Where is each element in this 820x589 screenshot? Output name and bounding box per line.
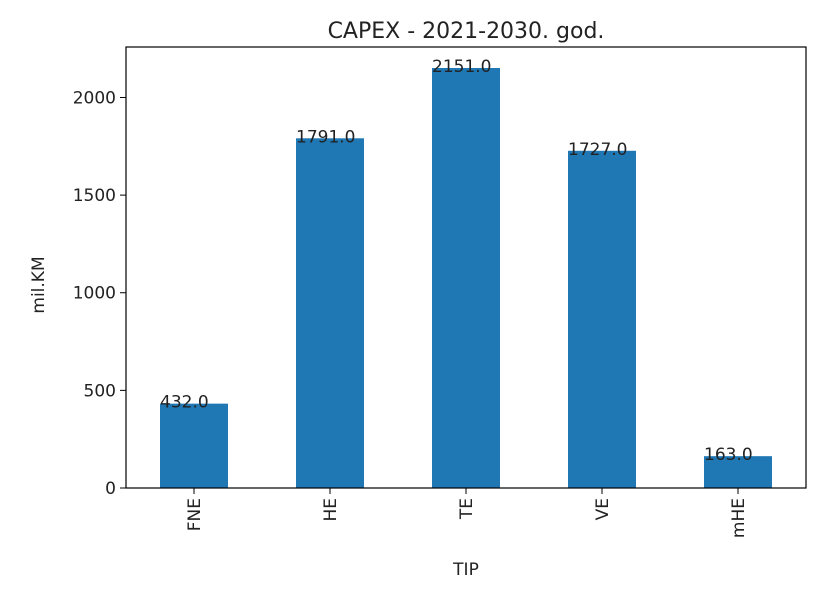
data-label: 1791.0 — [296, 127, 355, 147]
data-labels-group: 432.0 1791.0 2151.0 1727.0 163.0 — [160, 57, 753, 465]
y-axis-ticks: 0 500 1000 1500 2000 — [73, 88, 126, 499]
x-tick-label: TE — [457, 498, 477, 520]
data-label: 1727.0 — [568, 140, 627, 160]
data-label: 432.0 — [160, 393, 209, 413]
x-axis-ticks: FNE HE TE VE mHE — [185, 488, 749, 538]
y-tick-label: 2000 — [73, 88, 116, 108]
bar-fne — [160, 403, 228, 488]
chart-title: CAPEX - 2021-2030. god. — [328, 19, 605, 44]
x-axis-label: TIP — [452, 560, 479, 580]
y-axis-label: mil.KM — [29, 256, 49, 313]
x-tick-label: HE — [321, 498, 341, 522]
y-tick-label: 0 — [105, 479, 116, 499]
bar-ve — [568, 150, 636, 488]
x-tick-label: mHE — [729, 498, 749, 538]
bar-he — [296, 138, 364, 488]
data-label: 2151.0 — [432, 57, 491, 77]
x-tick-label: FNE — [185, 498, 205, 531]
bar-mhe — [704, 456, 772, 488]
x-tick-label: VE — [593, 498, 613, 520]
y-tick-label: 1500 — [73, 186, 116, 206]
y-tick-label: 500 — [84, 381, 116, 401]
y-tick-label: 1000 — [73, 284, 116, 304]
bars-group — [160, 68, 772, 488]
plot-frame — [125, 46, 807, 489]
bar-te — [432, 68, 500, 488]
data-label: 163.0 — [704, 445, 753, 465]
